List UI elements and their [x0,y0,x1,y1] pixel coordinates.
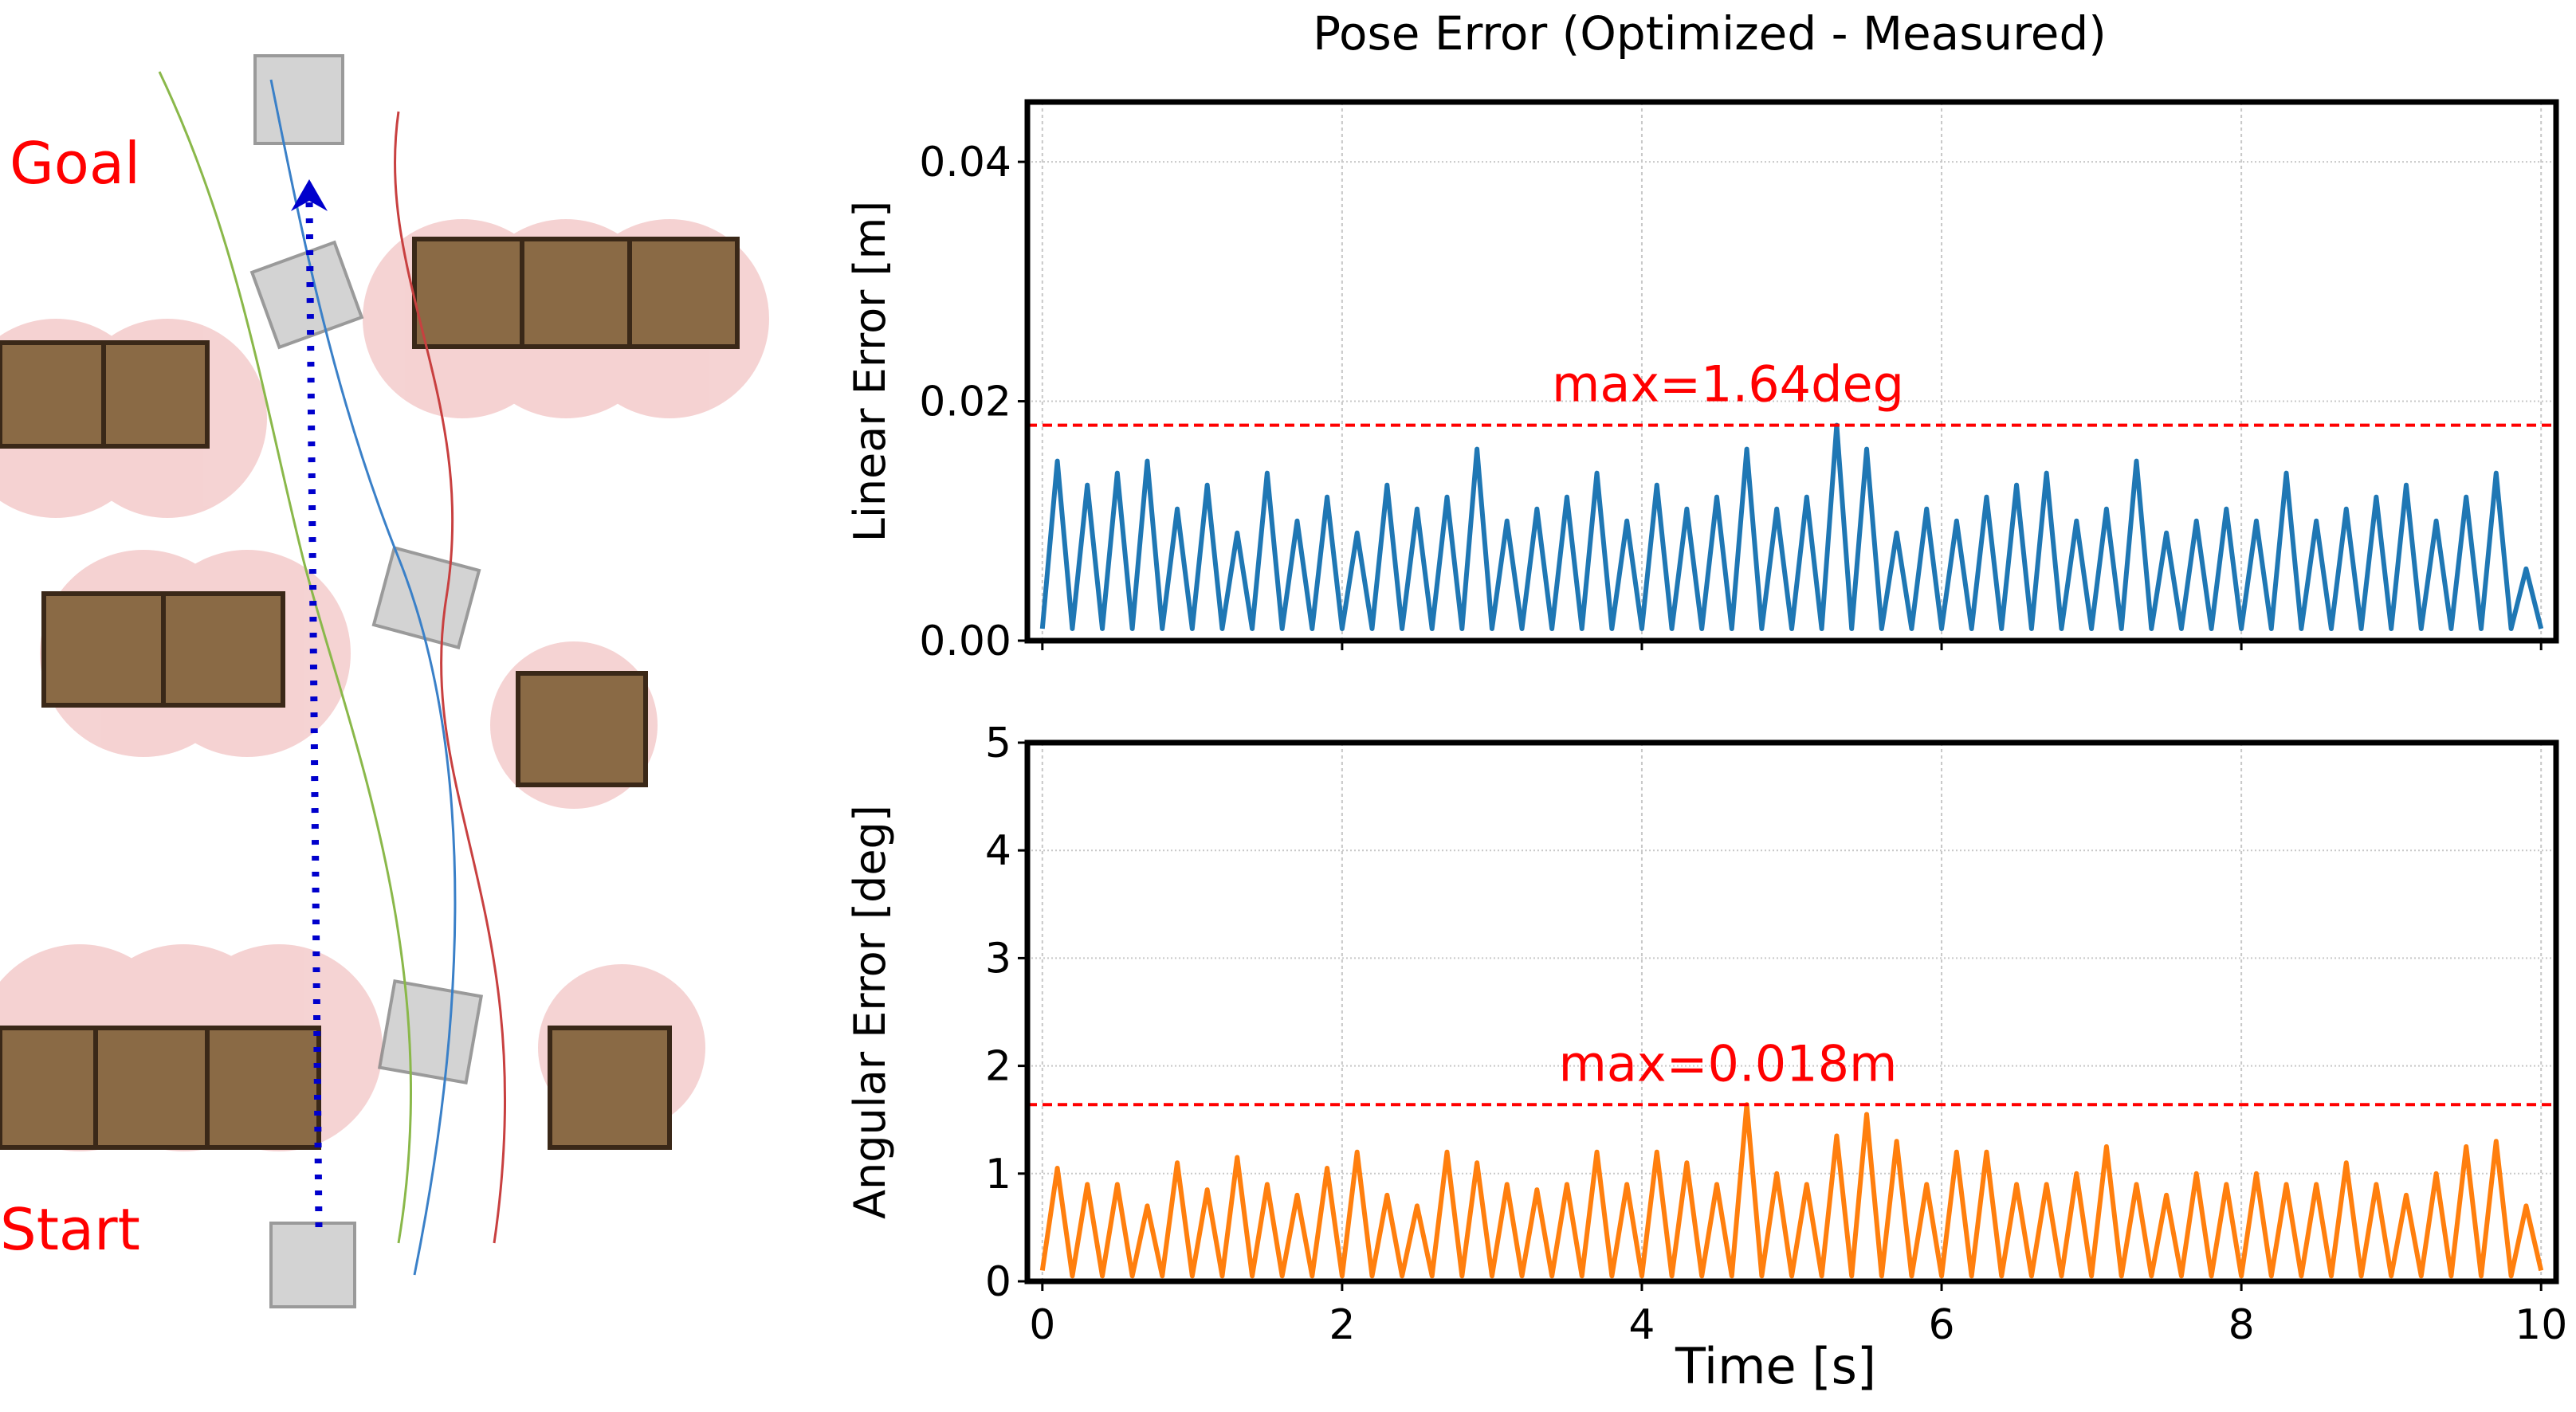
x-tick-label: 10 [2515,1301,2567,1349]
y-tick-label: 0.02 [919,378,1011,426]
x-tick-label: 8 [2228,1301,2255,1349]
x-tick-label: 0 [1029,1301,1055,1349]
y-tick-label: 3 [985,935,1011,983]
angular-error-axes: 0 2 4 6 8 10 0 1 2 3 4 5 max=0.018m Angular Error [de… [845,720,2567,1395]
robot-scene-illustration: Goal Start [0,54,769,1308]
y-tick-label: 0.00 [919,618,1011,665]
x-tick-label: 2 [1329,1301,1355,1349]
start-label: Start [0,1196,140,1263]
y-tick-label: 0.04 [919,139,1011,186]
max-annotation: max=1.64deg [1552,355,1904,414]
y-tick-label: 1 [985,1151,1011,1198]
x-tick-label: 6 [1928,1301,1954,1349]
robot-poses [249,54,484,1308]
y-axis-label: Angular Error [deg] [845,805,895,1219]
x-axis-label: Time [s] [1675,1337,1876,1395]
axes-frame [1024,739,2559,1285]
y-axis-label: Linear Error [m] [845,201,895,543]
y-tick-label: 5 [985,720,1011,767]
x-tick-label: 4 [1628,1301,1655,1349]
goal-label: Goal [10,130,140,197]
arrow-head-icon [291,179,328,211]
crates [0,237,740,1150]
y-tick-label: 0 [985,1258,1011,1306]
axes-frame [1024,99,2559,644]
figure-title: Pose Error (Optimized - Measured) [1313,6,2107,61]
data-series-line [1039,1102,2544,1279]
max-annotation: max=0.018m [1559,1034,1898,1092]
planned-path-dotted [305,198,323,1228]
y-tick-label: 4 [985,827,1011,875]
linear-error-axes: 0.00 0.02 0.04 max=1.64deg Linear Error [m] [845,99,2559,665]
y-tick-label: 2 [985,1043,1011,1091]
data-series-line [1039,422,2544,631]
